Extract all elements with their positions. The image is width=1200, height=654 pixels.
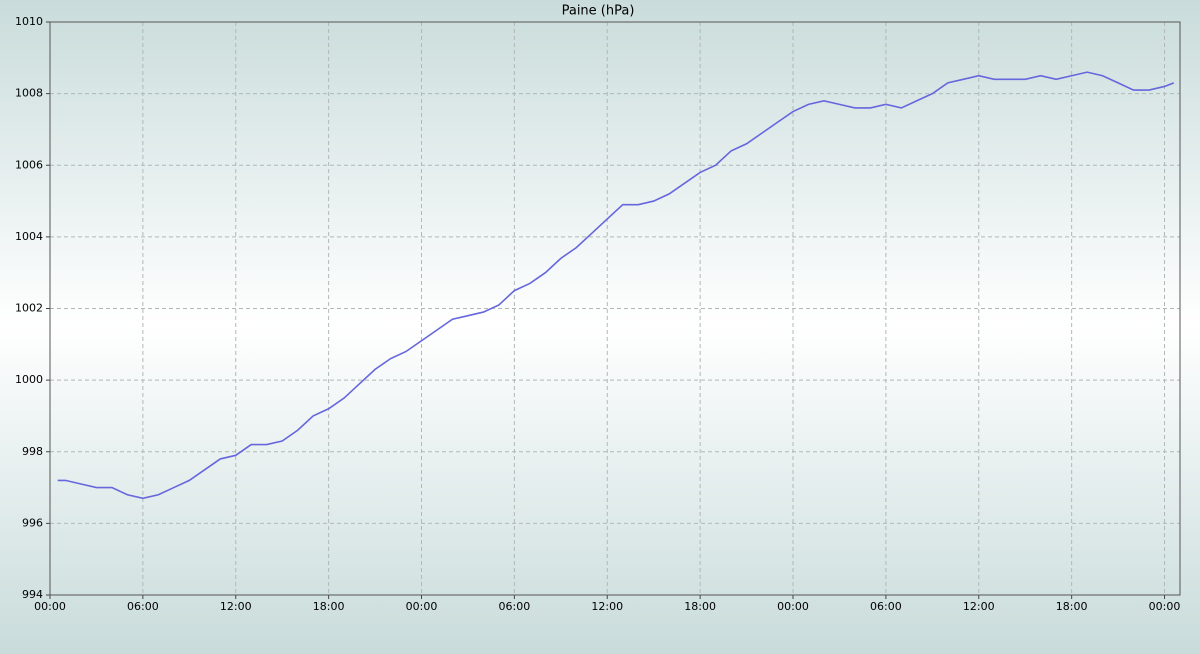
x-tick-label: 06:00	[127, 600, 159, 613]
y-tick-label: 996	[22, 516, 43, 529]
y-tick-label: 998	[22, 445, 43, 458]
chart-title: Paine (hPa)	[562, 4, 635, 19]
x-tick-label: 06:00	[870, 600, 902, 613]
x-tick-label: 12:00	[220, 600, 252, 613]
x-tick-label: 06:00	[499, 600, 531, 613]
y-tick-label: 1006	[15, 158, 43, 171]
y-tick-label: 1010	[15, 15, 43, 28]
y-tick-label: 1000	[15, 373, 43, 386]
y-tick-label: 1002	[15, 302, 43, 315]
x-tick-label: 00:00	[777, 600, 809, 613]
plot-frame	[49, 21, 1181, 596]
y-tick-label: 994	[22, 588, 43, 601]
data-line	[57, 71, 1175, 500]
x-tick-label: 00:00	[34, 600, 66, 613]
x-tick-label: 12:00	[963, 600, 995, 613]
x-tick-label: 18:00	[1056, 600, 1088, 613]
x-tick-label: 18:00	[684, 600, 716, 613]
y-tick-label: 1008	[15, 87, 43, 100]
y-tick-label: 1004	[15, 230, 43, 243]
x-tick-label: 00:00	[1149, 600, 1181, 613]
x-tick-label: 12:00	[591, 600, 623, 613]
x-tick-label: 18:00	[313, 600, 345, 613]
x-tick-label: 00:00	[406, 600, 438, 613]
